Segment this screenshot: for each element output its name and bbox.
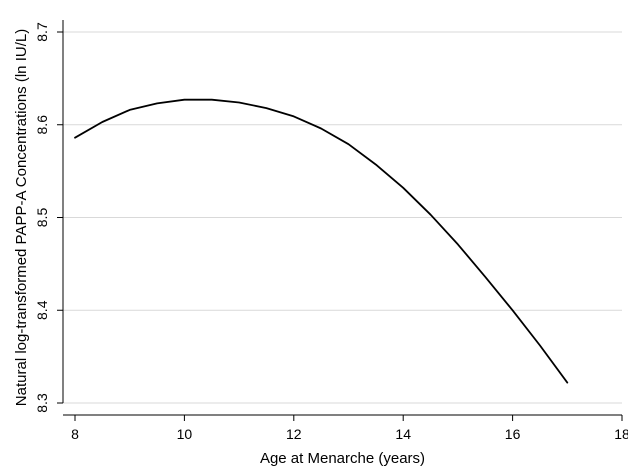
- y-tick-label: 8.7: [34, 22, 50, 42]
- x-tick-label: 14: [395, 426, 411, 442]
- gridlines: [63, 31, 622, 404]
- series-group: [74, 98, 569, 384]
- y-tick-label: 8.5: [34, 208, 50, 228]
- series-line: [74, 98, 569, 384]
- y-tick-label: 8.4: [34, 300, 50, 320]
- y-tick-label: 8.3: [34, 393, 50, 413]
- x-axis-title: Age at Menarche (years): [260, 450, 425, 467]
- x-tick-label: 16: [505, 426, 521, 442]
- x-tick-label: 10: [177, 426, 193, 442]
- y-tick-label: 8.6: [34, 115, 50, 135]
- x-tick-label: 18: [614, 426, 628, 442]
- x-tick-label: 12: [286, 426, 302, 442]
- y-axis-title: Natural log-transformed PAPP-A Concentra…: [13, 29, 30, 406]
- x-axis-ticks: 8 10 12 14 16 18: [71, 415, 628, 442]
- x-tick-label: 8: [71, 426, 79, 442]
- y-axis-ticks: 8.3 8.4 8.5 8.6 8.7: [34, 22, 63, 413]
